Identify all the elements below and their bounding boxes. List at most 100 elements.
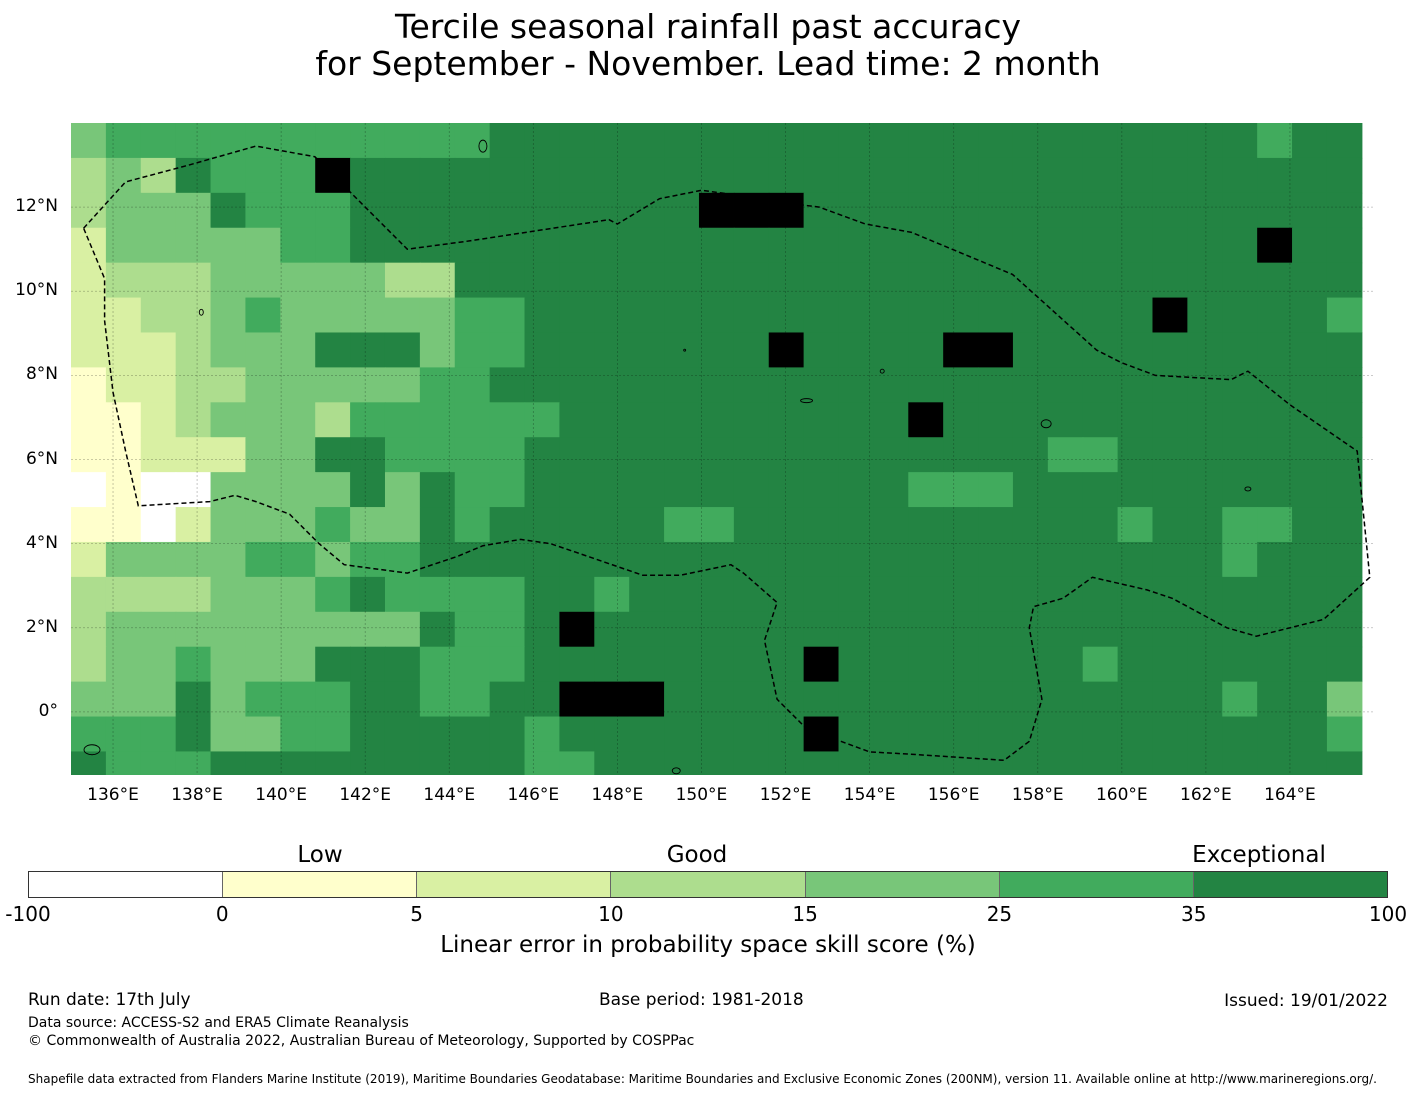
skill-cell xyxy=(1187,227,1223,264)
skill-cell xyxy=(524,262,561,299)
skill-cell xyxy=(524,541,561,578)
skill-cell xyxy=(175,332,212,368)
skill-cell xyxy=(419,402,456,438)
skill-cell xyxy=(733,402,770,438)
skill-cell xyxy=(1257,541,1293,578)
skill-cell xyxy=(384,472,421,508)
skill-cell xyxy=(1257,611,1293,648)
skill-cell xyxy=(978,123,1014,159)
latitude-label: 4°N xyxy=(25,532,58,553)
skill-cell xyxy=(140,367,177,403)
skill-cell xyxy=(1082,123,1119,159)
skill-cell xyxy=(384,262,421,299)
skill-cell xyxy=(1257,472,1293,508)
skill-cell xyxy=(71,367,107,403)
skill-cell xyxy=(524,123,561,159)
skill-cell xyxy=(629,157,665,194)
skill-cell xyxy=(1082,611,1119,648)
skill-cell xyxy=(1082,227,1119,264)
skill-cell xyxy=(1117,262,1154,299)
skill-cell xyxy=(873,611,909,648)
skill-cell xyxy=(105,646,142,683)
skill-cell xyxy=(1292,716,1328,753)
skill-cell xyxy=(838,227,874,264)
skill-cell xyxy=(350,123,386,159)
skill-cell xyxy=(210,367,247,403)
skill-cell xyxy=(1257,332,1293,368)
skill-cell xyxy=(1117,123,1154,159)
skill-cell xyxy=(454,367,491,403)
skill-cell xyxy=(245,402,281,438)
island-outline xyxy=(1040,419,1052,429)
skill-cell xyxy=(105,507,142,543)
skill-cell xyxy=(838,472,874,508)
skill-cell xyxy=(524,402,561,438)
skill-cell xyxy=(1012,437,1049,473)
skill-cell xyxy=(978,646,1014,683)
skill-cell xyxy=(245,192,281,229)
skill-cell xyxy=(908,681,944,718)
skill-cell xyxy=(210,681,247,718)
skill-cell xyxy=(1082,367,1119,403)
skill-cell xyxy=(803,332,840,368)
longitude-label: 162°E xyxy=(1180,785,1232,805)
colorbar-label: Linear error in probability space skill … xyxy=(440,932,976,958)
skill-cell xyxy=(454,297,491,334)
skill-cell xyxy=(315,192,351,229)
skill-cell xyxy=(489,262,526,299)
skill-cell xyxy=(71,611,107,648)
skill-cell xyxy=(1222,262,1258,299)
skill-cell xyxy=(280,646,316,683)
skill-cell xyxy=(978,576,1014,613)
skill-cell xyxy=(594,157,630,194)
skill-cell xyxy=(280,576,316,613)
skill-cell xyxy=(280,541,316,578)
skill-cell xyxy=(1187,297,1223,334)
skill-cell xyxy=(1222,332,1258,368)
skill-cell xyxy=(315,332,351,368)
skill-cell xyxy=(315,751,351,775)
skill-cell xyxy=(524,576,561,613)
skill-cell xyxy=(1292,681,1328,718)
colorbar-segment xyxy=(417,872,612,897)
skill-cell xyxy=(384,681,421,718)
skill-cell xyxy=(489,541,526,578)
skill-cell xyxy=(1222,507,1258,543)
skill-cell xyxy=(838,611,874,648)
skill-cell xyxy=(71,297,107,334)
colorbar-segment xyxy=(805,872,1000,897)
skill-cell xyxy=(1152,192,1188,229)
skill-cell xyxy=(1152,507,1188,543)
skill-cell xyxy=(105,472,142,508)
skill-cell xyxy=(559,472,595,508)
skill-cell xyxy=(664,192,700,229)
skill-cell xyxy=(315,576,351,613)
skill-cell xyxy=(524,681,561,718)
skill-cell xyxy=(1187,751,1223,775)
skill-cell xyxy=(1152,262,1188,299)
skill-cell xyxy=(419,437,456,473)
skill-cell xyxy=(524,507,561,543)
longitude-label: 154°E xyxy=(843,785,896,805)
skill-cell xyxy=(210,297,247,334)
skill-cell xyxy=(454,192,491,229)
skill-cell xyxy=(454,611,491,648)
skill-cell xyxy=(803,123,840,159)
skill-cell xyxy=(1257,192,1293,229)
skill-cell xyxy=(768,227,805,264)
skill-cell xyxy=(245,541,281,578)
skill-cell xyxy=(768,157,805,194)
skill-cell xyxy=(873,507,909,543)
skill-cell xyxy=(838,367,874,403)
map-title: Tercile seasonal rainfall past accuracy xyxy=(394,7,1022,46)
skill-cell xyxy=(1082,541,1119,578)
skill-cell xyxy=(1082,716,1119,753)
skill-cell xyxy=(698,576,735,613)
skill-cell xyxy=(419,367,456,403)
skill-cell xyxy=(350,297,386,334)
skill-cell xyxy=(768,262,805,299)
skill-cell xyxy=(280,472,316,508)
skill-cell xyxy=(908,367,944,403)
skill-cell xyxy=(803,576,840,613)
skill-cell xyxy=(733,541,770,578)
